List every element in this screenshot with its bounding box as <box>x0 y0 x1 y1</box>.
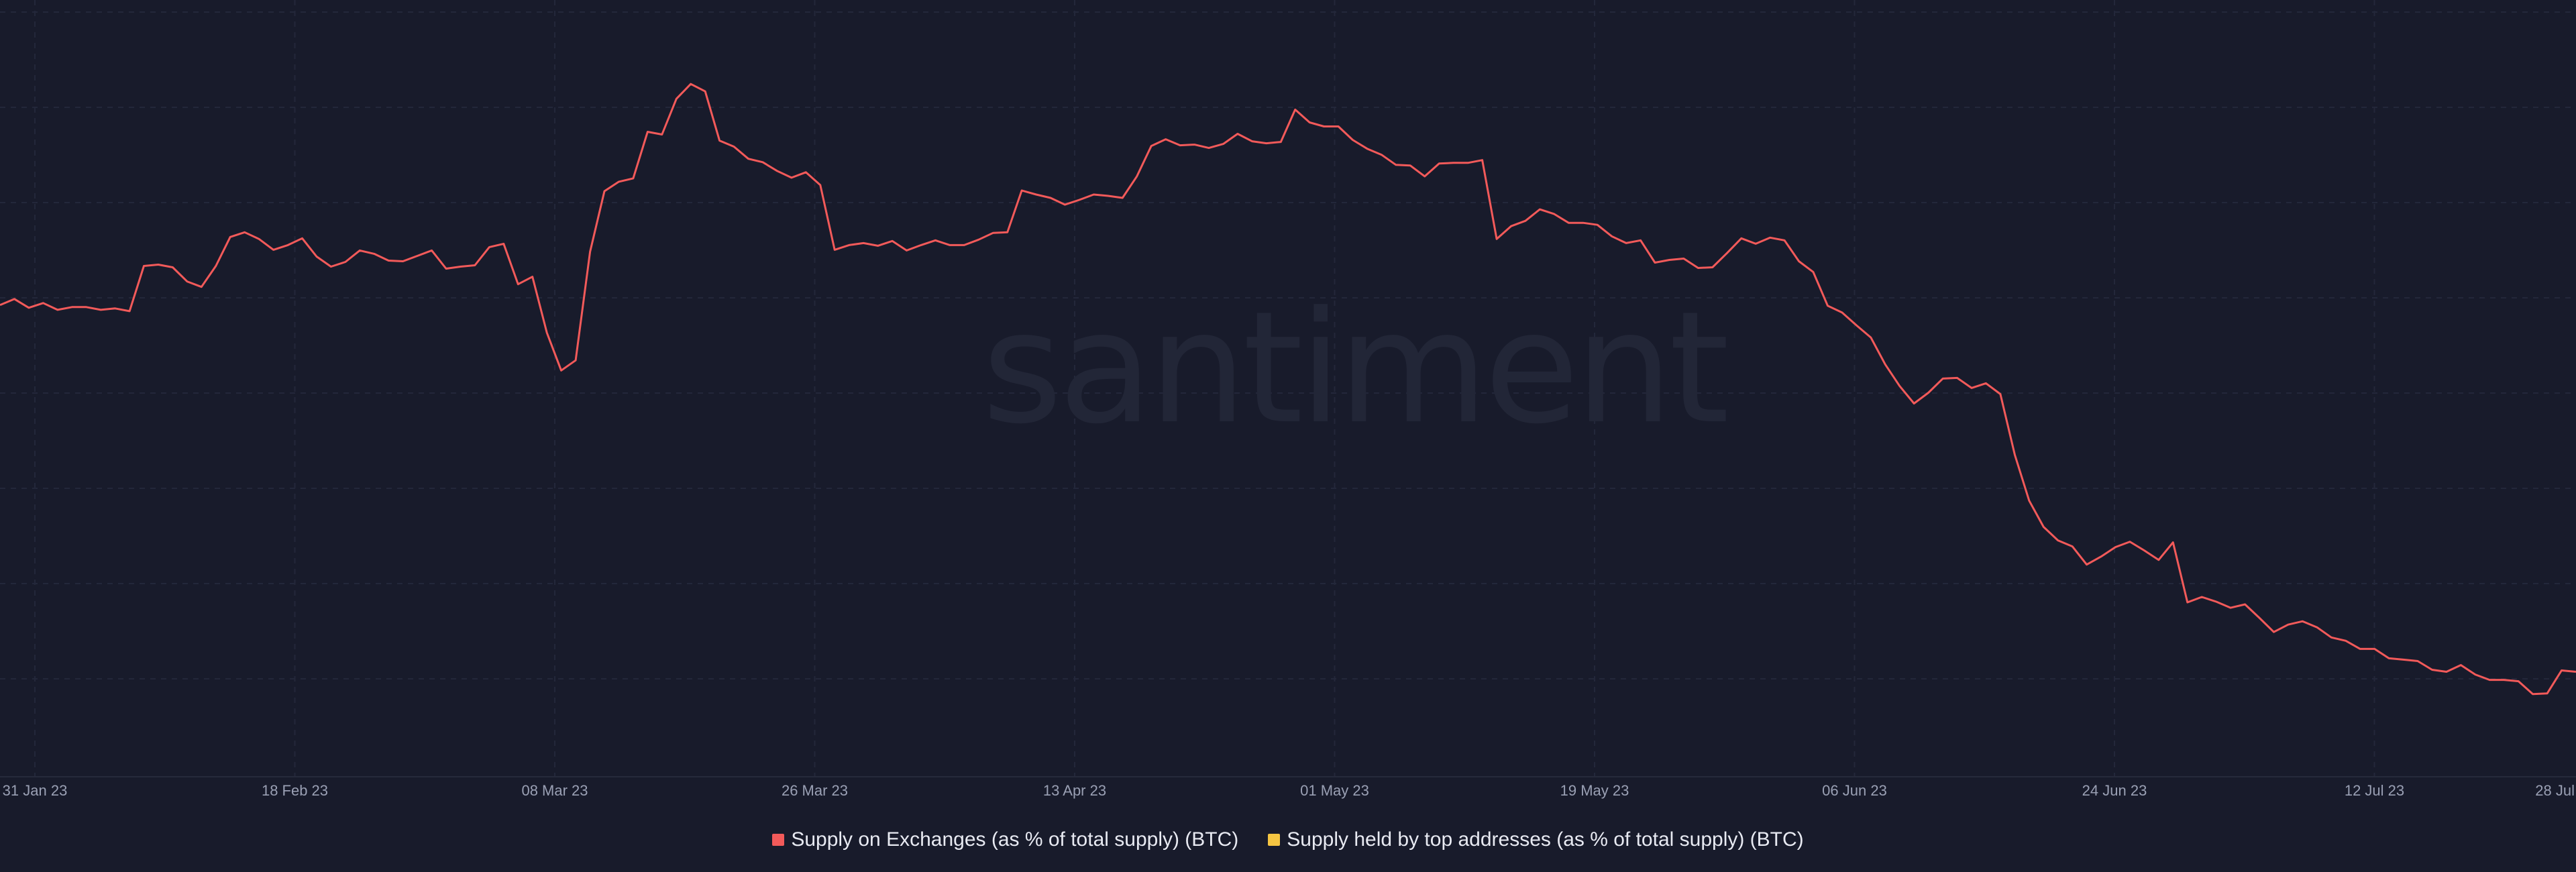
legend-item-supply-on-exchanges[interactable]: Supply on Exchanges (as % of total suppl… <box>772 828 1238 851</box>
x-tick-label: 28 Jul <box>2535 782 2575 799</box>
horizontal-gridlines <box>0 11 2576 679</box>
x-tick-label: 18 Feb 23 <box>262 782 328 799</box>
x-tick-label: 31 Jan 23 <box>3 782 68 799</box>
x-tick-label: 26 Mar 23 <box>782 782 848 799</box>
x-tick-label: 08 Mar 23 <box>521 782 588 799</box>
chart-legend: Supply on Exchanges (as % of total suppl… <box>0 826 2576 853</box>
legend-swatch-red <box>772 834 785 846</box>
legend-label-supply-on-exchanges: Supply on Exchanges (as % of total suppl… <box>791 828 1239 851</box>
vertical-gridlines <box>34 0 2375 777</box>
legend-label-supply-top-addresses: Supply held by top addresses (as % of to… <box>1287 828 1804 851</box>
legend-item-supply-top-addresses[interactable]: Supply held by top addresses (as % of to… <box>1268 828 1804 851</box>
x-tick-label: 01 May 23 <box>1300 782 1369 799</box>
x-tick-label: 06 Jun 23 <box>1822 782 1887 799</box>
x-axis-ticks: 31 Jan 23 18 Feb 23 08 Mar 23 26 Mar 23 13 A… <box>3 782 2575 799</box>
x-tick-label: 19 May 23 <box>1560 782 1629 799</box>
x-tick-label: 24 Jun 23 <box>2082 782 2147 799</box>
series-line-0[interactable] <box>0 83 2576 696</box>
x-tick-label: 12 Jul 23 <box>2345 782 2404 799</box>
series-layer[interactable] <box>0 83 2576 696</box>
legend-swatch-yellow <box>1268 834 1281 846</box>
x-tick-label: 13 Apr 23 <box>1043 782 1106 799</box>
